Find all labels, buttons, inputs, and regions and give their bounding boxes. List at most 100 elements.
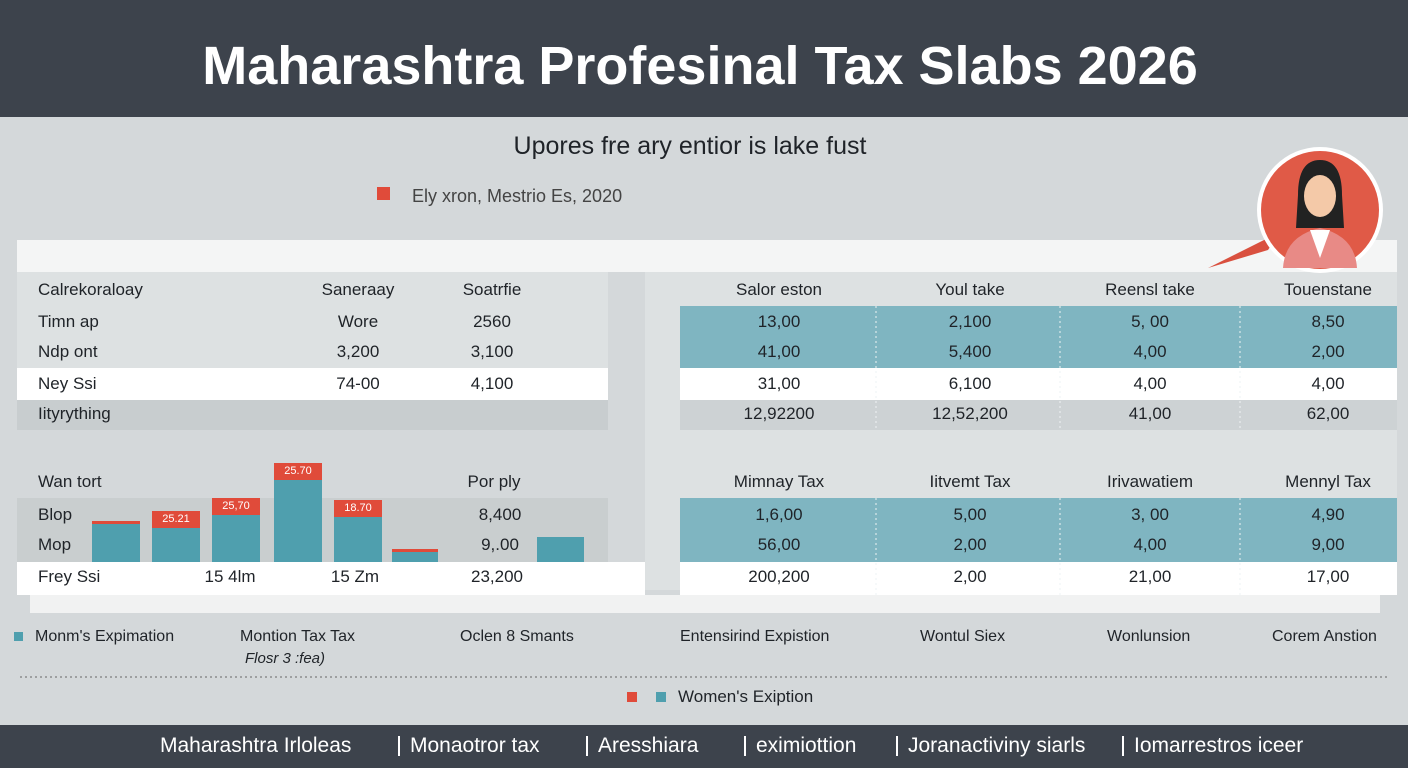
cell: 62,00	[1306, 404, 1350, 423]
cell: 4,00	[1311, 374, 1345, 393]
cell: 8,400	[478, 505, 522, 524]
column-header: Calrekoraloay	[38, 280, 143, 299]
separator	[398, 736, 400, 756]
column-header: Por ply	[467, 472, 521, 491]
separator	[586, 736, 588, 756]
footer-band	[0, 725, 1408, 768]
mini-bars	[92, 480, 584, 562]
cell: 4,00	[1133, 535, 1167, 554]
cell: 15 Zm	[330, 567, 380, 586]
column-header: Salor eston	[736, 280, 822, 299]
legend-item: Oclen 8 Smants	[460, 628, 574, 645]
cell: 15 4lm	[204, 567, 256, 586]
cell: 4,00	[1133, 374, 1167, 393]
legend-item: Monm's Expimation	[35, 628, 175, 645]
footer-item: Aresshiara	[598, 734, 699, 757]
cell: 6,100	[948, 374, 992, 393]
footer-item: Monaotror tax	[410, 734, 540, 757]
legend-item: Corem Anstion	[1272, 628, 1377, 645]
legend-note: Flosr 3 :fea)	[245, 650, 326, 667]
column-header: Iitvemt Tax	[929, 472, 1011, 491]
cell: Iityrything	[38, 404, 111, 423]
cell: 3,100	[470, 342, 514, 361]
header-band	[0, 0, 1408, 117]
row-band	[17, 400, 608, 430]
band	[30, 595, 1380, 613]
cell: 5,400	[948, 342, 992, 361]
legend-item: Wonlunsion	[1107, 628, 1191, 645]
bar-label: 25.21	[162, 513, 190, 525]
row-band	[17, 368, 608, 400]
cell: 5, 00	[1131, 312, 1169, 331]
cell: 4,100	[470, 374, 514, 393]
cell: 200,200	[748, 567, 810, 586]
column-header: Youl take	[935, 280, 1005, 299]
cell: 12,52,200	[932, 404, 1008, 423]
bar-label: 18.70	[344, 502, 372, 514]
separator	[896, 736, 898, 756]
cell: 23,200	[471, 567, 523, 586]
footer-item: Maharashtra Irloleas	[160, 734, 352, 757]
cell: 3, 00	[1131, 505, 1169, 524]
column-header: Touenstane	[1284, 280, 1372, 299]
cell: 41,00	[1128, 404, 1172, 423]
cell: 74-00	[336, 374, 380, 393]
row-band	[680, 562, 1397, 595]
legend-item: Wontul Siex	[920, 628, 1006, 645]
cell: 2,100	[948, 312, 992, 331]
row-band	[680, 400, 1397, 430]
cell: 3,200	[336, 342, 380, 361]
row-band	[17, 562, 645, 595]
cell: 12,92200	[743, 404, 815, 423]
row-band	[680, 498, 1397, 562]
footer-item: Joranactiviny siarls	[908, 734, 1086, 757]
source-note: Ely xron, Mestrio Es, 2020	[412, 186, 623, 206]
cell: Mop	[38, 535, 72, 554]
column-header: Mennyl Tax	[1285, 472, 1371, 491]
column-header: Irivawatiem	[1107, 472, 1193, 491]
cell: 2,00	[953, 567, 987, 586]
cell: Blop	[38, 505, 73, 524]
cell: Timn ap	[38, 312, 99, 331]
cell: 5,00	[953, 505, 987, 524]
cell: 2560	[473, 312, 511, 331]
cell: 8,50	[1311, 312, 1345, 331]
cell: Ney Ssi	[38, 374, 97, 393]
column-header: Reensl take	[1105, 280, 1195, 299]
subtitle: Upores fre ary entior is lake fust	[513, 132, 867, 160]
column-header: Soatrfie	[462, 280, 522, 299]
cell: Frey Ssi	[38, 567, 101, 586]
cell: Ndp ont	[38, 342, 98, 361]
cell: 13,00	[757, 312, 801, 331]
row-band	[680, 306, 1397, 368]
cell: 2,00	[1311, 342, 1345, 361]
title: Maharashtra Profesinal Tax Slabs 2026	[202, 36, 1198, 96]
bar-label: 25,70	[222, 500, 250, 512]
cell: 2,00	[953, 535, 987, 554]
cell: Wore	[337, 312, 379, 331]
cell: 4,90	[1311, 505, 1345, 524]
column-header: Saneraay	[321, 280, 395, 299]
cell: 4,00	[1133, 342, 1167, 361]
column-header: Mimnay Tax	[733, 472, 825, 491]
legend-item: Women's Exiption	[678, 687, 814, 706]
band	[17, 240, 1397, 272]
legend-swatch	[377, 187, 390, 200]
row-band	[680, 368, 1397, 400]
cell: 9,00	[1311, 535, 1345, 554]
bar-label: 25.70	[284, 465, 312, 477]
legend-item: Entensirind Expistion	[680, 628, 830, 645]
cell: 31,00	[757, 374, 801, 393]
cell: 1,6,00	[755, 505, 803, 524]
cell: 21,00	[1128, 567, 1172, 586]
cell: 17,00	[1306, 567, 1350, 586]
cell: 56,00	[757, 535, 801, 554]
separator	[744, 736, 746, 756]
column-header: Wan tort	[38, 472, 102, 491]
separator	[1122, 736, 1124, 756]
footer-item: eximiottion	[756, 734, 857, 757]
footer-item: Iomarrestros iceer	[1134, 734, 1304, 757]
cell: 9,.00	[481, 535, 519, 554]
